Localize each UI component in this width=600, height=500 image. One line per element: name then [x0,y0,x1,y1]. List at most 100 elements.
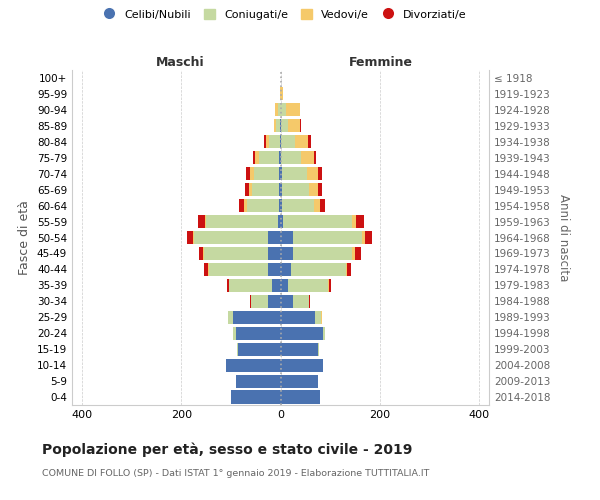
Text: Maschi: Maschi [156,56,205,69]
Bar [281,167,282,180]
Bar [279,183,281,196]
Bar [308,135,311,148]
Bar [281,295,293,308]
Bar [346,263,347,276]
Y-axis label: Fasce di età: Fasce di età [19,200,31,275]
Y-axis label: Anni di nascita: Anni di nascita [557,194,570,281]
Bar [268,263,281,276]
Bar [206,215,278,228]
Bar [275,104,278,117]
Bar [227,279,229,292]
Bar [233,326,236,340]
Bar [255,151,259,164]
Bar [281,151,301,164]
Bar [282,167,307,180]
Bar [281,88,283,101]
Bar [292,263,346,276]
Bar [249,183,252,196]
Bar [365,231,373,244]
Bar [356,215,364,228]
Bar [281,279,288,292]
Bar [286,104,301,117]
Legend: Celibi/Nubili, Coniugati/e, Vedovi/e, Divorziati/e: Celibi/Nubili, Coniugati/e, Vedovi/e, Di… [101,6,469,23]
Bar [323,326,325,340]
Bar [272,279,281,292]
Bar [329,279,331,292]
Bar [226,358,281,372]
Bar [281,358,323,372]
Bar [352,215,356,228]
Bar [259,151,279,164]
Bar [280,120,281,132]
Bar [199,247,203,260]
Bar [197,215,205,228]
Bar [278,215,281,228]
Bar [281,310,315,324]
Bar [301,151,314,164]
Bar [266,135,269,148]
Text: Popolazione per età, sesso e stato civile - 2019: Popolazione per età, sesso e stato civil… [42,442,412,457]
Bar [238,342,281,355]
Bar [229,310,233,324]
Bar [280,88,281,101]
Bar [281,183,282,196]
Bar [254,167,279,180]
Bar [263,135,266,148]
Bar [281,231,293,244]
Bar [281,374,318,388]
Bar [318,342,319,355]
Bar [281,104,286,117]
Bar [203,247,268,260]
Bar [315,310,321,324]
Bar [281,199,282,212]
Bar [281,326,323,340]
Bar [269,135,280,148]
Bar [274,120,275,132]
Bar [314,199,320,212]
Bar [307,167,318,180]
Bar [309,183,318,196]
Bar [328,279,329,292]
Bar [245,183,249,196]
Bar [281,390,320,404]
Bar [268,247,281,260]
Bar [293,295,309,308]
Bar [252,183,279,196]
Bar [194,231,268,244]
Bar [268,231,281,244]
Bar [279,167,281,180]
Bar [355,247,361,260]
Bar [282,183,309,196]
Bar [281,135,295,148]
Bar [233,310,281,324]
Bar [203,263,208,276]
Bar [208,263,209,276]
Bar [281,120,289,132]
Text: COMUNE DI FOLLO (SP) - Dati ISTAT 1° gennaio 2019 - Elaborazione TUTTITALIA.IT: COMUNE DI FOLLO (SP) - Dati ISTAT 1° gen… [42,469,430,478]
Bar [293,231,362,244]
Bar [209,263,268,276]
Bar [279,199,281,212]
Bar [193,231,194,244]
Bar [244,199,247,212]
Bar [275,120,280,132]
Bar [352,247,355,260]
Bar [268,295,281,308]
Bar [236,326,281,340]
Bar [283,215,352,228]
Bar [239,199,244,212]
Bar [251,295,268,308]
Bar [289,120,301,132]
Bar [281,342,318,355]
Bar [278,104,281,117]
Bar [279,151,281,164]
Bar [347,263,351,276]
Bar [318,183,322,196]
Bar [247,199,279,212]
Bar [288,279,328,292]
Bar [281,247,293,260]
Bar [295,135,308,148]
Bar [205,215,206,228]
Bar [253,151,255,164]
Bar [281,263,292,276]
